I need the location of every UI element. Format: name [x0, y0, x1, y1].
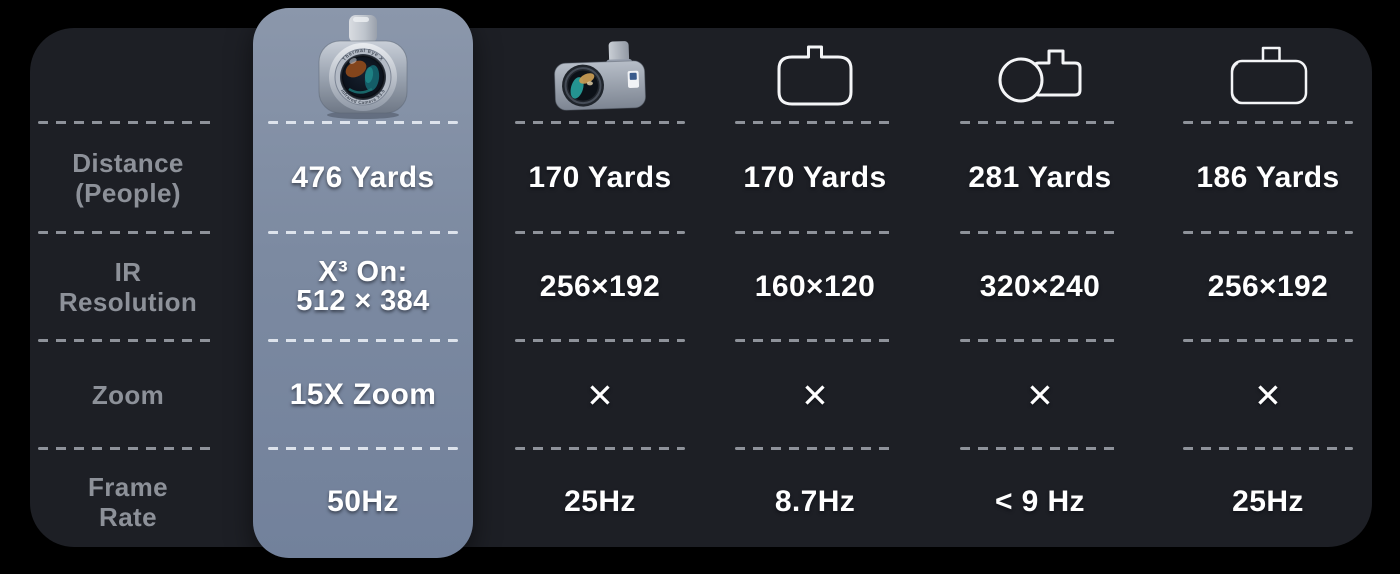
divider [268, 121, 458, 124]
x-mark-icon: ✕ [801, 375, 829, 415]
row-label-frame-rate: Frame Rate [87, 472, 169, 532]
divider [515, 339, 685, 342]
featured-product-image-cell: Thermal Eye X Infrared Camera X3.0 [253, 15, 473, 123]
divider [735, 447, 895, 450]
usb-dongle-camera-outline [1230, 46, 1308, 105]
x-mark-icon: ✕ [1254, 375, 1282, 415]
competitor-thermal-camera-photo [554, 40, 646, 111]
divider [735, 339, 895, 342]
row-label-distance: Distance (People) [72, 148, 184, 208]
divider [38, 339, 218, 342]
featured-product-column: Thermal Eye X Infrared Camera X3.0 476 Y… [253, 15, 473, 547]
x-mark-icon: ✕ [1026, 375, 1054, 415]
row-labels-column: Distance (People) IR Resolution Zoom Fra… [30, 28, 226, 547]
divider [960, 447, 1120, 450]
divider [735, 231, 895, 234]
divider [38, 447, 218, 450]
divider [1183, 447, 1353, 450]
cell-competitor-1-distance: 170 Yards [528, 161, 672, 194]
cell-competitor-2-zoom: ✕ [705, 341, 925, 449]
divider [268, 447, 458, 450]
cell-competitor-4-zoom: ✕ [1158, 341, 1378, 449]
cell-featured-ir-resolution: X³ On: 512 × 384 [296, 256, 430, 317]
divider [38, 121, 218, 124]
divider [960, 121, 1120, 124]
cell-competitor-4-ir-resolution: 256×192 [1207, 270, 1329, 303]
camera-body-outline [777, 45, 853, 105]
cell-competitor-3-distance: 281 Yards [968, 161, 1112, 194]
round-lens-camera-outline [998, 49, 1082, 102]
cell-competitor-1-zoom: ✕ [490, 341, 710, 449]
cell-competitor-2-ir-resolution: 160×120 [754, 270, 876, 303]
competitor-3-column: 281 Yards 320×240 ✕ < 9 Hz [930, 28, 1150, 547]
row-label-zoom: Zoom [91, 380, 165, 410]
cell-competitor-1-ir-resolution: 256×192 [539, 270, 661, 303]
cell-competitor-4-frame-rate: 25Hz [1232, 485, 1304, 518]
divider [38, 231, 218, 234]
divider [735, 121, 895, 124]
competitor-2-column: 170 Yards 160×120 ✕ 8.7Hz [705, 28, 925, 547]
divider [515, 121, 685, 124]
competitor-4-column: 186 Yards 256×192 ✕ 25Hz [1158, 28, 1378, 547]
cell-competitor-3-frame-rate: < 9 Hz [995, 485, 1085, 518]
competitor-4-image-cell [1158, 28, 1378, 123]
cell-competitor-4-distance: 186 Yards [1196, 161, 1340, 194]
cell-competitor-3-ir-resolution: 320×240 [979, 270, 1101, 303]
divider [1183, 231, 1353, 234]
x-mark-icon: ✕ [586, 375, 614, 415]
divider [1183, 121, 1353, 124]
divider [515, 231, 685, 234]
divider [960, 339, 1120, 342]
divider [1183, 339, 1353, 342]
thermal-camera-x3-product-photo: Thermal Eye X Infrared Camera X3.0 [318, 15, 408, 119]
cell-competitor-2-frame-rate: 8.7Hz [774, 485, 856, 518]
cell-competitor-1-frame-rate: 25Hz [564, 485, 636, 518]
cell-featured-zoom: 15X Zoom [289, 378, 437, 411]
competitor-3-image-cell [930, 28, 1150, 123]
competitor-1-image-cell [490, 28, 710, 123]
competitor-1-column: 170 Yards 256×192 ✕ 25Hz [490, 28, 710, 547]
cell-competitor-3-zoom: ✕ [930, 341, 1150, 449]
divider [268, 339, 458, 342]
cell-competitor-2-distance: 170 Yards [743, 161, 887, 194]
divider [268, 231, 458, 234]
competitor-2-image-cell [705, 28, 925, 123]
divider [960, 231, 1120, 234]
cell-featured-distance: 476 Yards [291, 161, 435, 194]
divider [515, 447, 685, 450]
cell-featured-frame-rate: 50Hz [327, 485, 399, 518]
row-label-ir-resolution: IR Resolution [58, 257, 198, 317]
